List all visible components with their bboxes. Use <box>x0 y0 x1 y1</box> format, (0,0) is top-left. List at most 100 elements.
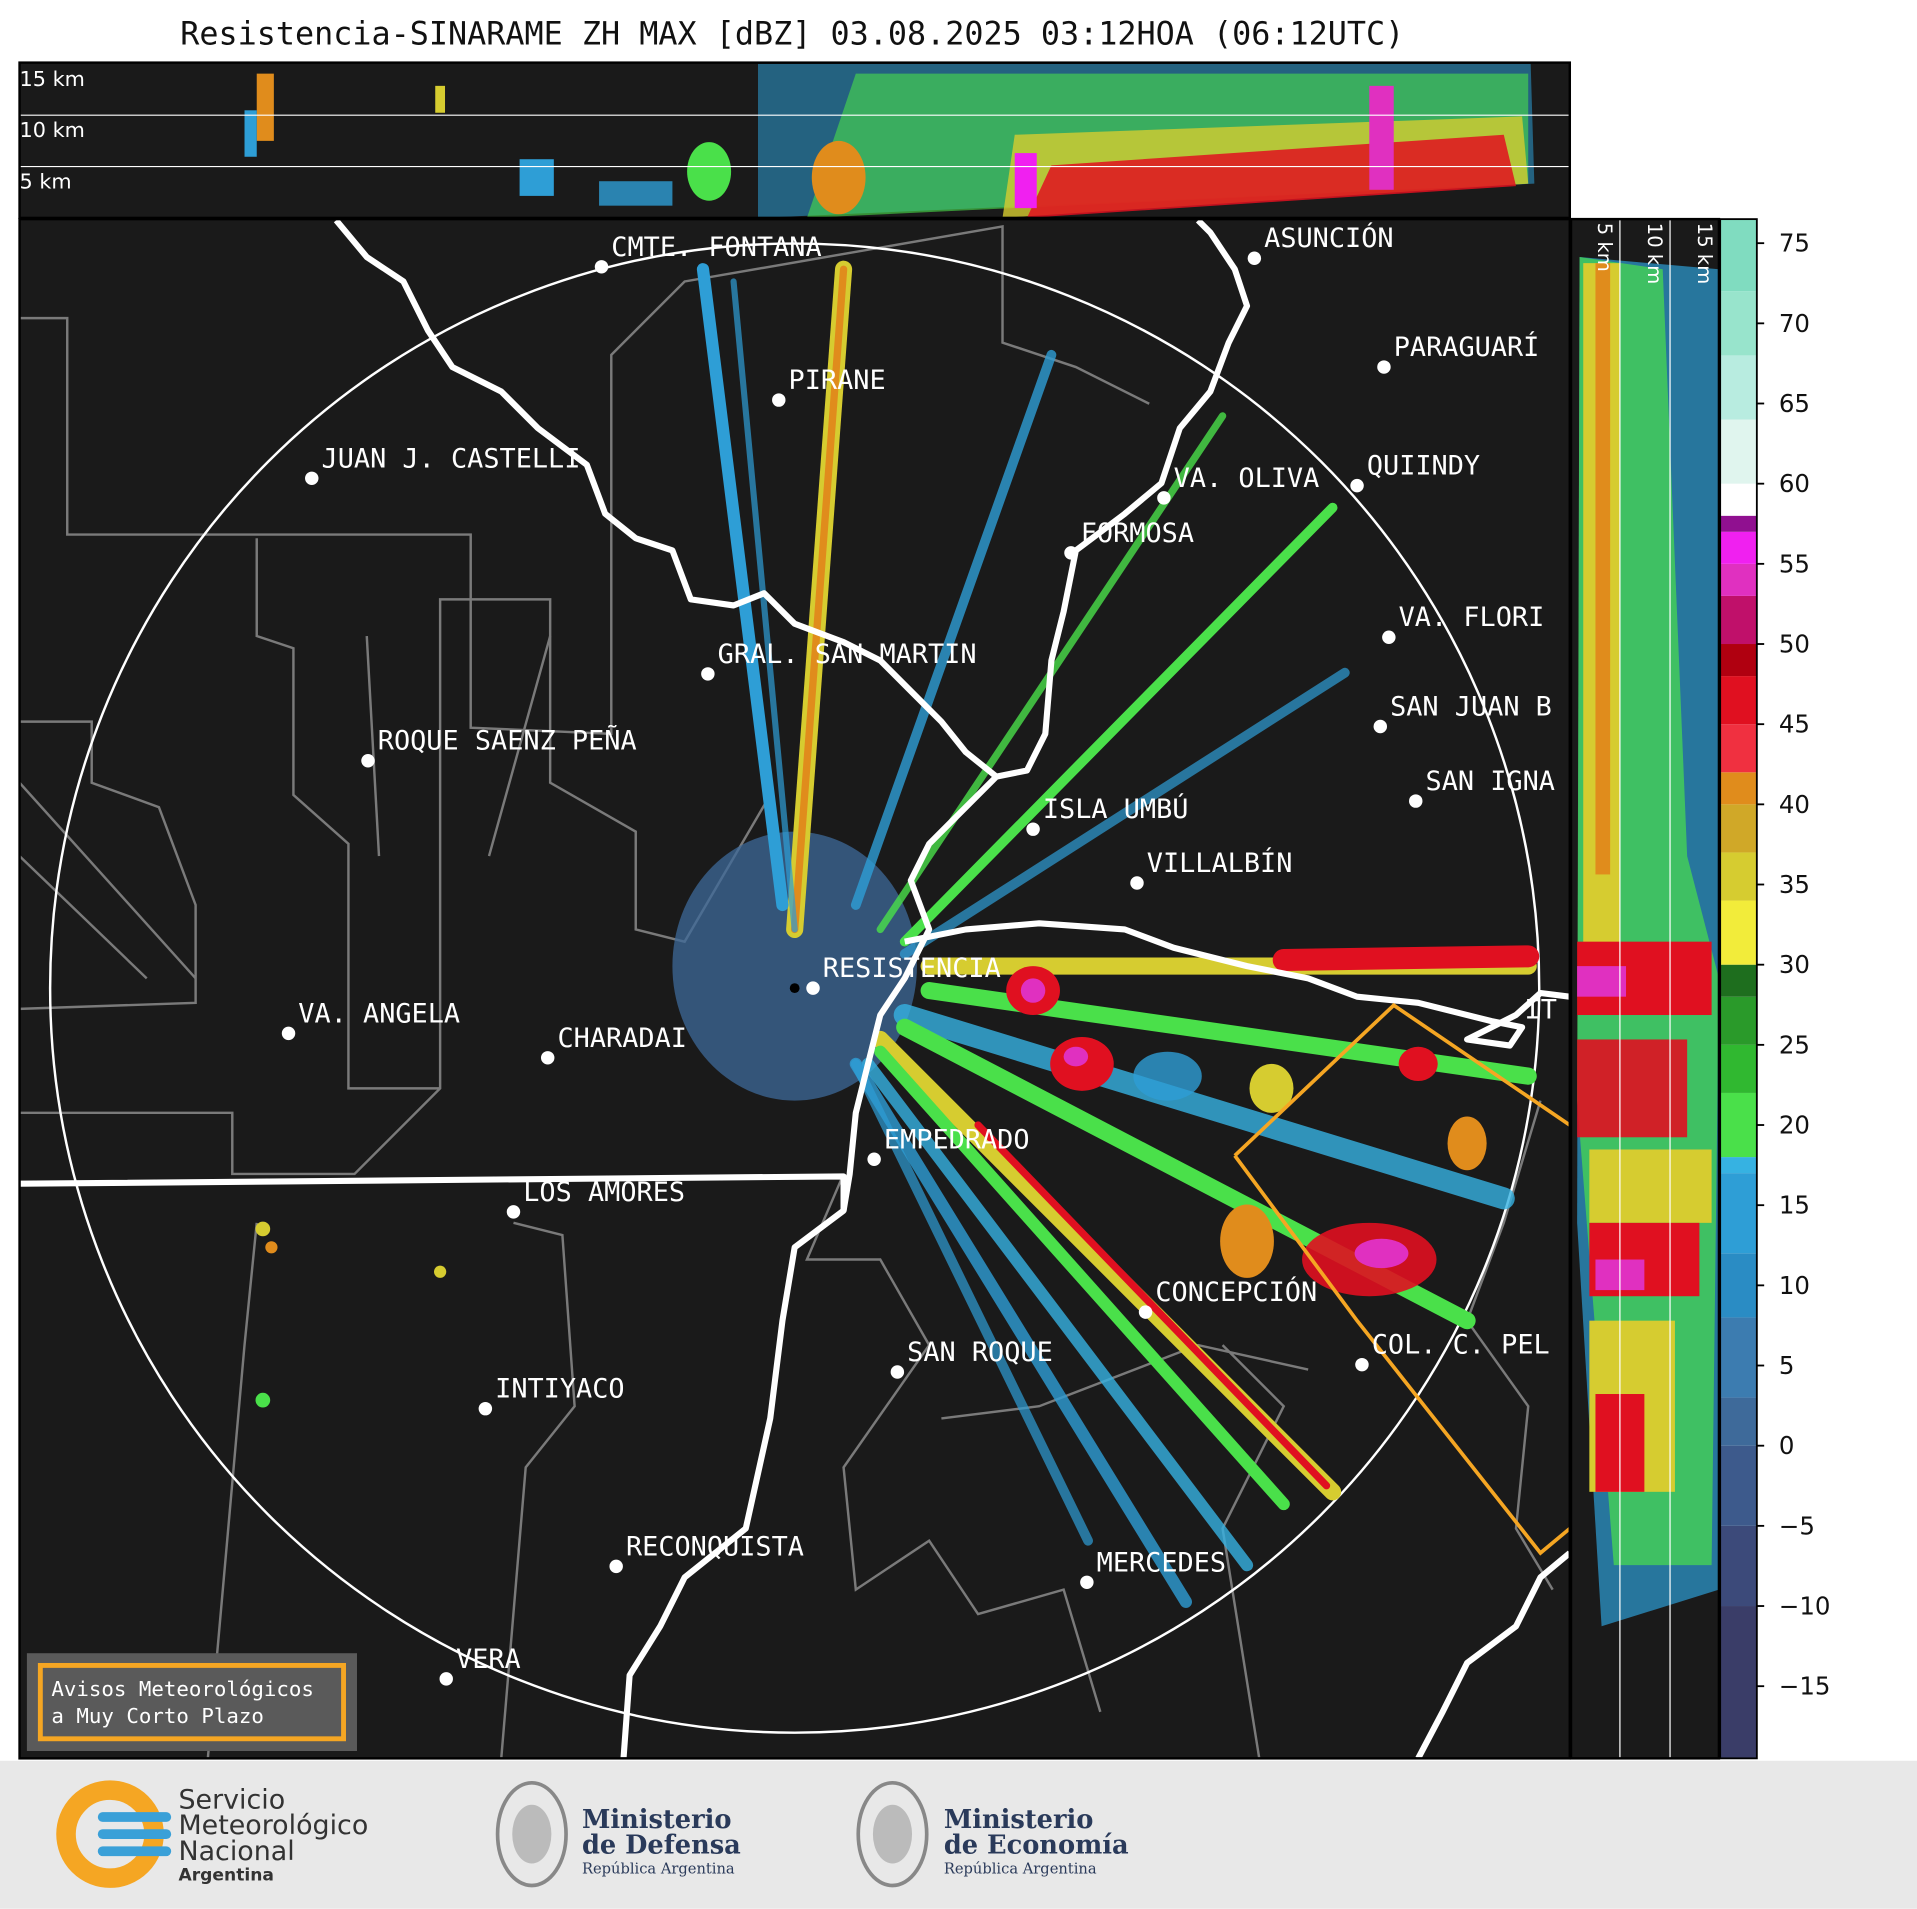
place-dot <box>1026 822 1040 836</box>
smn-logo <box>56 1780 172 1888</box>
colorbar-band <box>1720 1445 1757 1526</box>
logo-text: República Argentina <box>582 1860 735 1877</box>
colorbar-band <box>1720 772 1757 805</box>
colorbar-band <box>1720 1157 1757 1174</box>
notice-border <box>37 1662 346 1742</box>
colorbar-tick-label: 70 <box>1779 309 1810 338</box>
colorbar-tick-label: 10 <box>1779 1271 1810 1300</box>
radar-site <box>789 983 800 994</box>
range-ring <box>48 242 1541 1734</box>
place-label: MERCEDES <box>1097 1547 1226 1578</box>
colorbar-tick-label: −15 <box>1779 1672 1831 1701</box>
logo-text: Servicio <box>178 1784 285 1815</box>
colorbar-tick-label: 50 <box>1779 630 1810 659</box>
colorbar-band <box>1720 724 1757 773</box>
notice-text: a Muy Corto Plazo <box>51 1704 264 1728</box>
logo-text: Ministerio <box>944 1805 1094 1835</box>
place-dot <box>305 471 319 486</box>
colorbar-band <box>1720 1044 1757 1093</box>
colorbar-tick-label: 60 <box>1779 469 1810 498</box>
place-dot <box>890 1365 905 1379</box>
place-dot <box>1373 719 1388 734</box>
logo-text: Meteorológico <box>178 1810 368 1841</box>
boundaries <box>19 225 1554 1759</box>
place-label: FORMOSA <box>1081 518 1194 549</box>
place-dot <box>1355 1357 1369 1372</box>
place-dot <box>806 981 820 995</box>
colorbar-tick-label: 35 <box>1779 870 1810 899</box>
colorbar-tick-label: −10 <box>1779 1592 1831 1621</box>
place-label: LOS AMORES <box>523 1177 685 1208</box>
colorbar-tick-label: 20 <box>1779 1111 1810 1140</box>
place-label: PIRANE <box>789 365 886 396</box>
colorbar-band <box>1720 531 1757 564</box>
colorbar-band <box>1720 852 1757 901</box>
place-label: INTIYACO <box>495 1374 624 1405</box>
place-label: SAN ROQUE <box>907 1337 1053 1368</box>
colorbar-tick-label: 75 <box>1779 229 1810 258</box>
place-label: GRAL. SAN MARTIN <box>718 639 977 670</box>
colorbar-band <box>1720 515 1757 532</box>
colorbar-tick-label: −5 <box>1779 1511 1815 1540</box>
place-dot <box>1350 478 1364 493</box>
place-label: COL. C. PEL <box>1372 1330 1550 1361</box>
colorbar-tick-label: 15 <box>1779 1191 1810 1220</box>
top-section <box>19 62 1570 218</box>
colorbar-tick-label: 30 <box>1779 950 1810 979</box>
place-label: VILLALBÍN <box>1147 847 1293 879</box>
place-dot <box>478 1401 493 1416</box>
place-dot <box>1138 1305 1153 1319</box>
colorbar-band <box>1720 219 1757 292</box>
colorbar-band <box>1720 1173 1757 1254</box>
colorbar-band <box>1720 964 1757 997</box>
colorbar-band <box>1720 419 1757 484</box>
logo-text: República Argentina <box>944 1860 1097 1877</box>
place-label: PARAGUARÍ <box>1394 331 1540 363</box>
place-dot <box>609 1559 623 1574</box>
place-dot <box>1080 1575 1094 1590</box>
logo-text: de Economía <box>944 1831 1129 1861</box>
colorbar-band <box>1720 644 1757 677</box>
height-label: 15 km <box>20 67 85 91</box>
place-label: VA. ANGELA <box>298 998 460 1029</box>
place-label: SAN IGNA <box>1426 766 1555 797</box>
place-label: IT <box>1525 995 1557 1026</box>
place-dot <box>1247 251 1262 265</box>
colorbar-tick-label: 45 <box>1779 710 1810 739</box>
colorbar-band <box>1720 996 1757 1045</box>
colorbar-band <box>1720 1092 1757 1158</box>
colorbar-tick-label: 55 <box>1779 549 1810 578</box>
colorbar-band <box>1720 1253 1757 1318</box>
side-frame <box>1569 217 1721 1760</box>
place-label: RESISTENCIA <box>823 953 1001 984</box>
map: CMTE. FONTANA PIRANE JUAN J. CASTELLI VA. O… <box>19 219 1570 1759</box>
place-label: CMTE. FONTANA <box>611 232 821 263</box>
side-section <box>1571 219 1719 1759</box>
logo-text: Ministerio <box>582 1805 732 1835</box>
colorbar-tick-label: 65 <box>1779 389 1810 418</box>
place-dot <box>594 260 609 274</box>
places: CMTE. FONTANA PIRANE JUAN J. CASTELLI VA. O… <box>281 222 1557 1686</box>
place-label: ISLA UMBÚ <box>1043 793 1189 825</box>
defensa-logo <box>495 1780 568 1888</box>
colorbar-tick-label: 40 <box>1779 790 1810 819</box>
colorbar-band <box>1720 483 1757 516</box>
place-dot <box>1382 630 1396 644</box>
colorbar-band <box>1720 804 1757 853</box>
place-label: VA. FLORI <box>1399 602 1545 633</box>
colorbar-band <box>1720 595 1757 645</box>
height-label: 5 km <box>1593 223 1616 272</box>
logo-text: de Defensa <box>582 1831 741 1861</box>
place-label: QUIINDY <box>1367 451 1480 482</box>
borders <box>19 219 1570 1759</box>
height-label: 5 km <box>20 170 72 194</box>
economia-logo <box>856 1780 929 1888</box>
colorbar-tick-label: 5 <box>1779 1351 1795 1380</box>
footer-band <box>0 1760 1917 1909</box>
place-dot <box>1157 491 1171 505</box>
colorbar-frame <box>1719 218 1758 1760</box>
place-dot <box>439 1672 453 1686</box>
place-label: ASUNCIÓN <box>1264 222 1393 254</box>
place-label: RECONQUISTA <box>626 1531 804 1562</box>
place-dot <box>1130 876 1144 890</box>
